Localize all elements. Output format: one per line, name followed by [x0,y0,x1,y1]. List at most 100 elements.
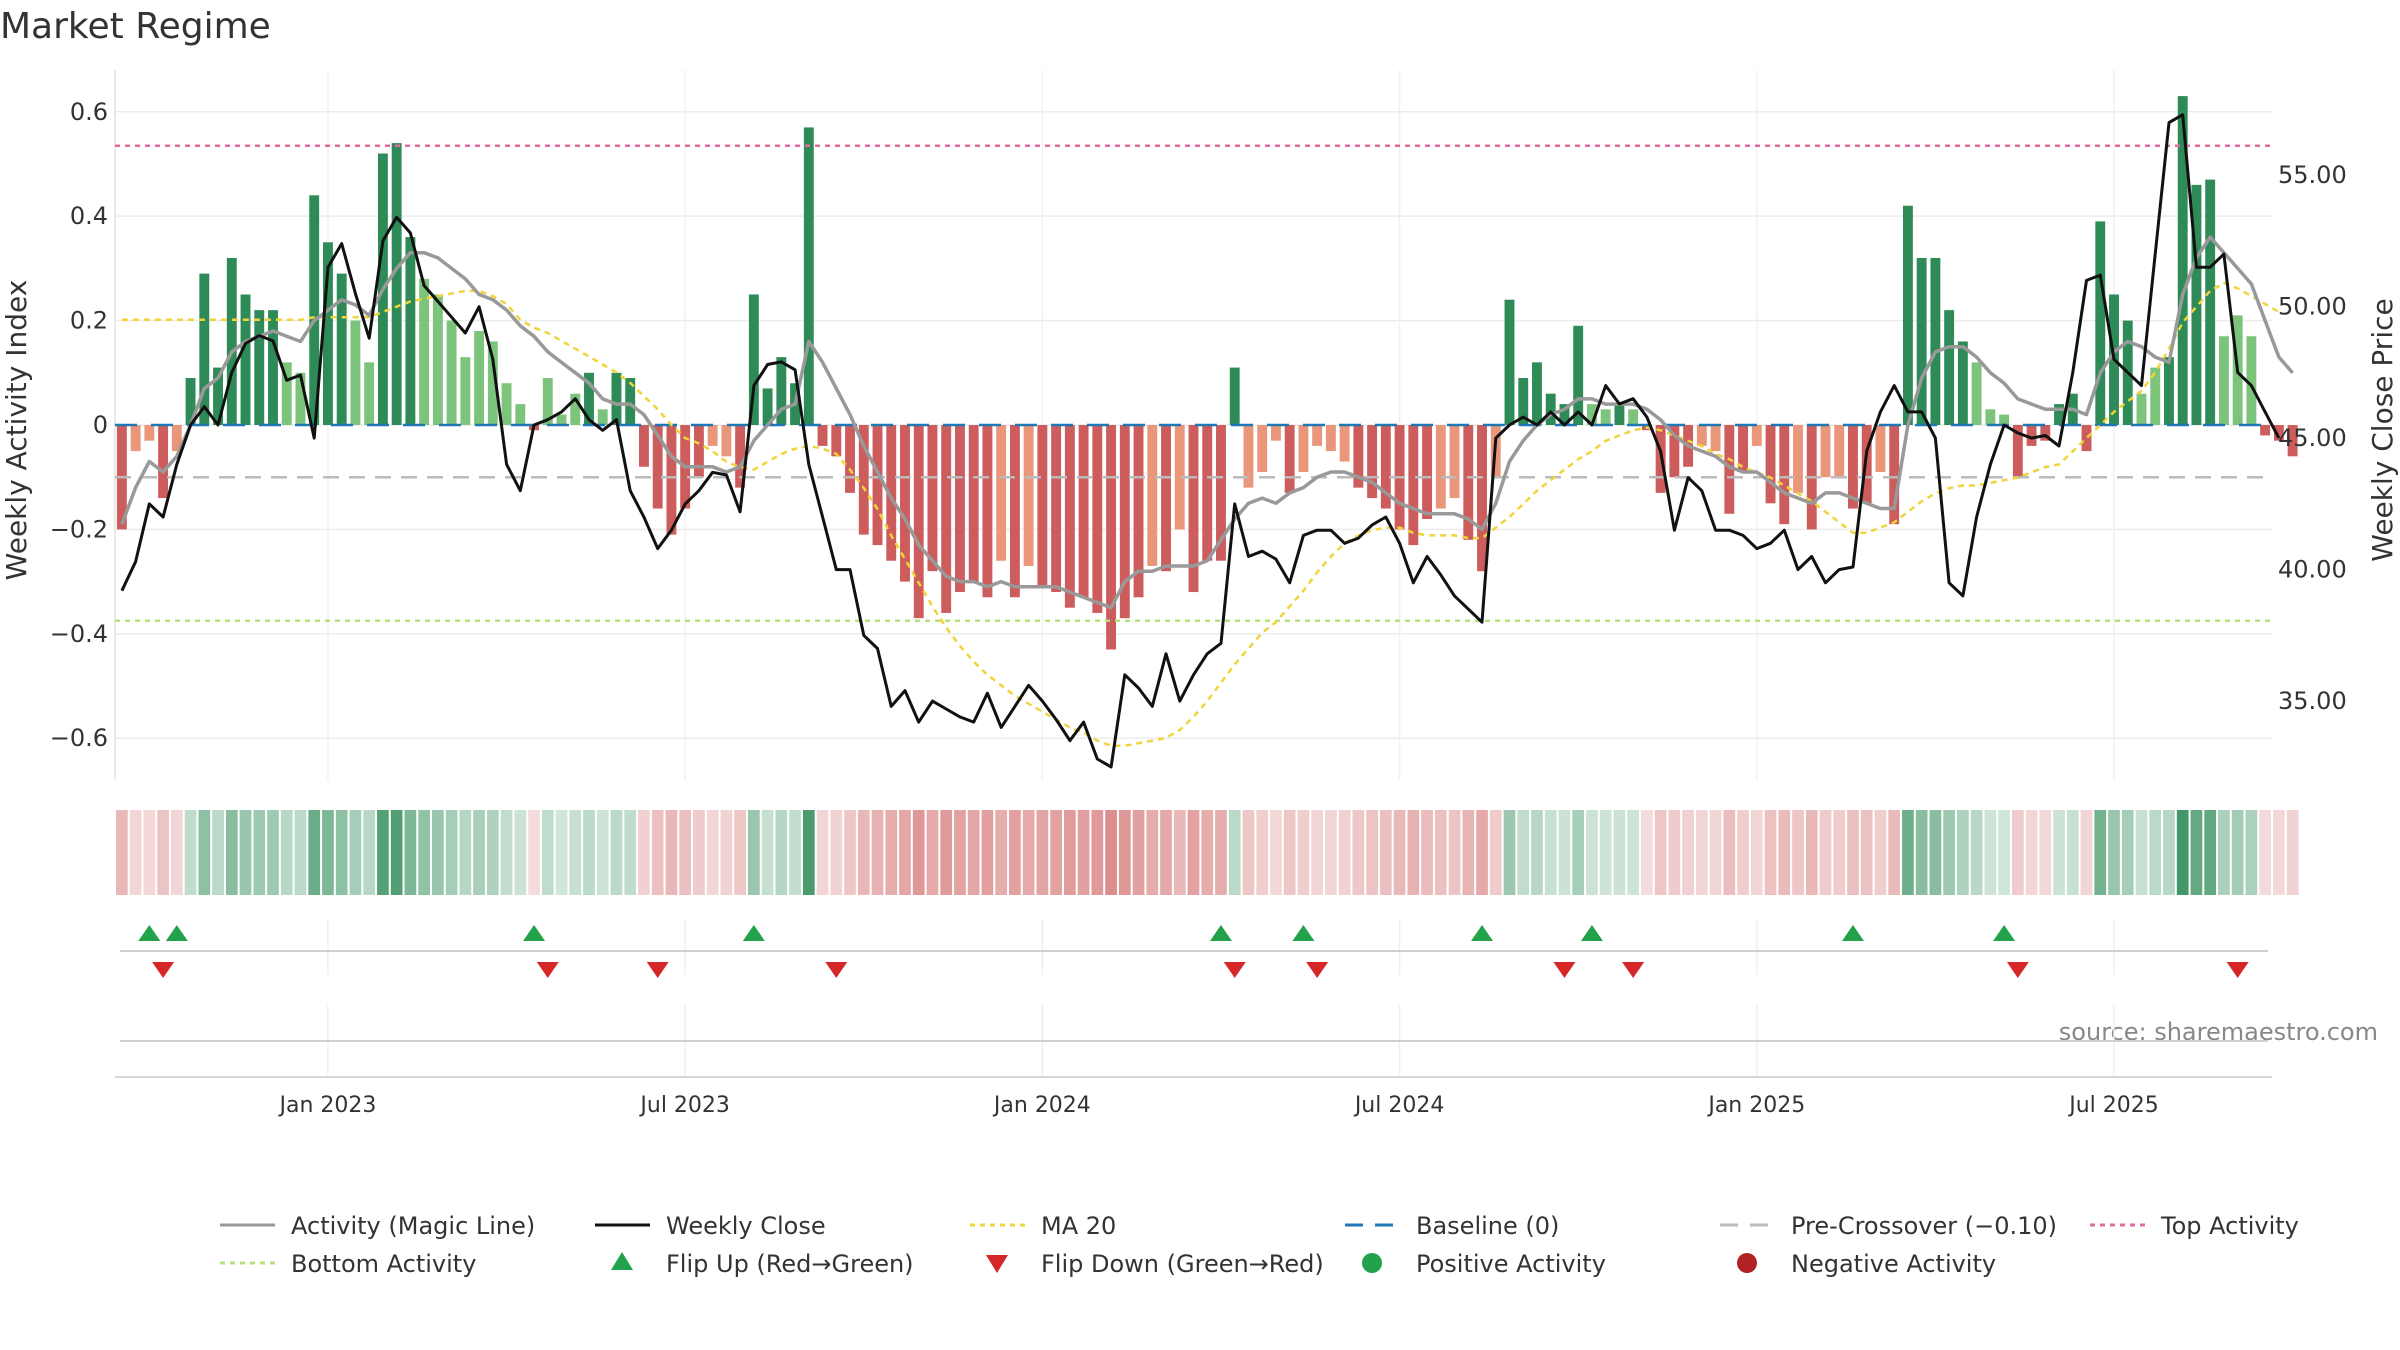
regime-strip-cell [1434,810,1447,895]
activity-bar [2040,425,2051,441]
legend-label: MA 20 [1041,1212,1116,1240]
activity-bar [2095,221,2106,425]
regime-strip-cell [954,810,966,895]
x-tick-label: Jul 2023 [638,1093,730,1118]
regime-strip-cell [1173,810,1186,895]
ma20-line [121,281,2280,748]
activity-bar [240,294,251,425]
activity-bar [2164,357,2174,425]
activity-bar [2218,336,2229,425]
activity-bar [1051,425,1062,593]
regime-strip-cell [239,810,252,895]
y2-tick-label: 40.00 [2278,556,2347,584]
flip-down-marker [2006,962,2029,978]
regime-strip-cell [1091,810,1104,895]
regime-strip-cell [1283,810,1296,895]
regime-strip-cell [1270,810,1282,895]
regime-strip-cell [981,810,994,895]
regime-strip-cell [184,810,197,895]
activity-bar [1793,425,1803,493]
activity-bar [1325,425,1336,452]
chart-title: Market Regime [0,6,271,47]
regime-strip-cell [129,810,142,895]
regime-strip-cell [2163,810,2175,895]
flip-up-marker [1292,925,1315,941]
activity-bar [1861,425,1872,504]
regime-strip-cell [2204,810,2217,895]
activity-bar [2246,336,2257,425]
regime-strip-cell [2011,810,2024,895]
regime-strip-cell [2080,810,2093,895]
activity-bar [996,425,1007,561]
regime-strip-cell [1723,810,1736,895]
legend-swatch [1362,1253,1382,1273]
y-tick-label: 0.2 [70,307,108,335]
regime-strip-cell [734,810,746,895]
y2-tick-label: 45.00 [2278,424,2347,452]
regime-strip-cell [1448,810,1461,895]
activity-bar [185,378,196,425]
regime-strip-cell [802,810,815,895]
regime-strip-cell [1819,810,1832,895]
activity-bar [570,393,581,425]
magic-line [120,235,2294,610]
regime-strip-cell [390,810,403,895]
activity-bar [213,367,223,425]
activity-bar [515,404,526,425]
activity-bar [1435,425,1446,509]
activity-bar [542,378,553,425]
regime-strip-cell [638,810,650,895]
activity-bar [1779,425,1790,525]
activity-bar [419,278,430,425]
regime-strip-cell [926,810,939,895]
activity-bar [900,425,910,582]
regime-strip-cell [2135,810,2148,895]
regime-strip-cell [569,810,582,895]
activity-bar [762,388,773,425]
regime-strip-cell [1792,810,1804,895]
regime-strip-cell [1352,810,1365,895]
regime-strip-cell [1462,810,1475,895]
regime-strip-cell [1503,810,1516,895]
activity-bar [295,372,306,425]
activity-bar [886,425,897,561]
activity-bar [391,143,402,425]
regime-strip-cell [459,810,472,895]
activity-bar [446,320,457,425]
activity-bar [735,425,746,488]
regime-strip-cell [1077,810,1090,895]
flip-down-marker [152,962,175,978]
regime-strip-cell [1929,810,1942,895]
regime-strip-cell [706,810,719,895]
regime-strip-cell [2273,810,2285,895]
regime-strip-cell [651,810,664,895]
legend-label: Flip Down (Green→Red) [1041,1250,1324,1278]
activity-bar [2150,367,2161,425]
regime-strip-cell [528,810,540,895]
activity-bar [254,310,265,425]
y2-tick-label: 50.00 [2278,293,2347,321]
activity-bar [1174,425,1185,530]
legend-label: Baseline (0) [1416,1212,1559,1240]
regime-strip-cell [2259,810,2271,895]
regime-strip-cell [2190,810,2203,895]
regime-strip-cell [335,810,348,895]
regime-strip-cell [2053,810,2065,895]
regime-strip-cell [431,810,444,895]
regime-strip-cell [1215,810,1227,895]
regime-strip-cell [157,810,169,895]
activity-bar [845,425,855,493]
regime-strip-cell [500,810,513,895]
activity-bar [1270,425,1281,441]
activity-bar [2260,425,2271,436]
y-tick-label: 0.4 [70,202,108,230]
activity-bar [1930,257,1941,425]
activity-bar [1477,425,1487,572]
activity-bar [501,383,512,425]
regime-strip-cell [1709,810,1722,895]
flip-down-marker [1622,962,1645,978]
regime-strip-cell [1022,810,1035,895]
activity-bar [1573,325,1584,425]
activity-bar [1449,425,1460,499]
